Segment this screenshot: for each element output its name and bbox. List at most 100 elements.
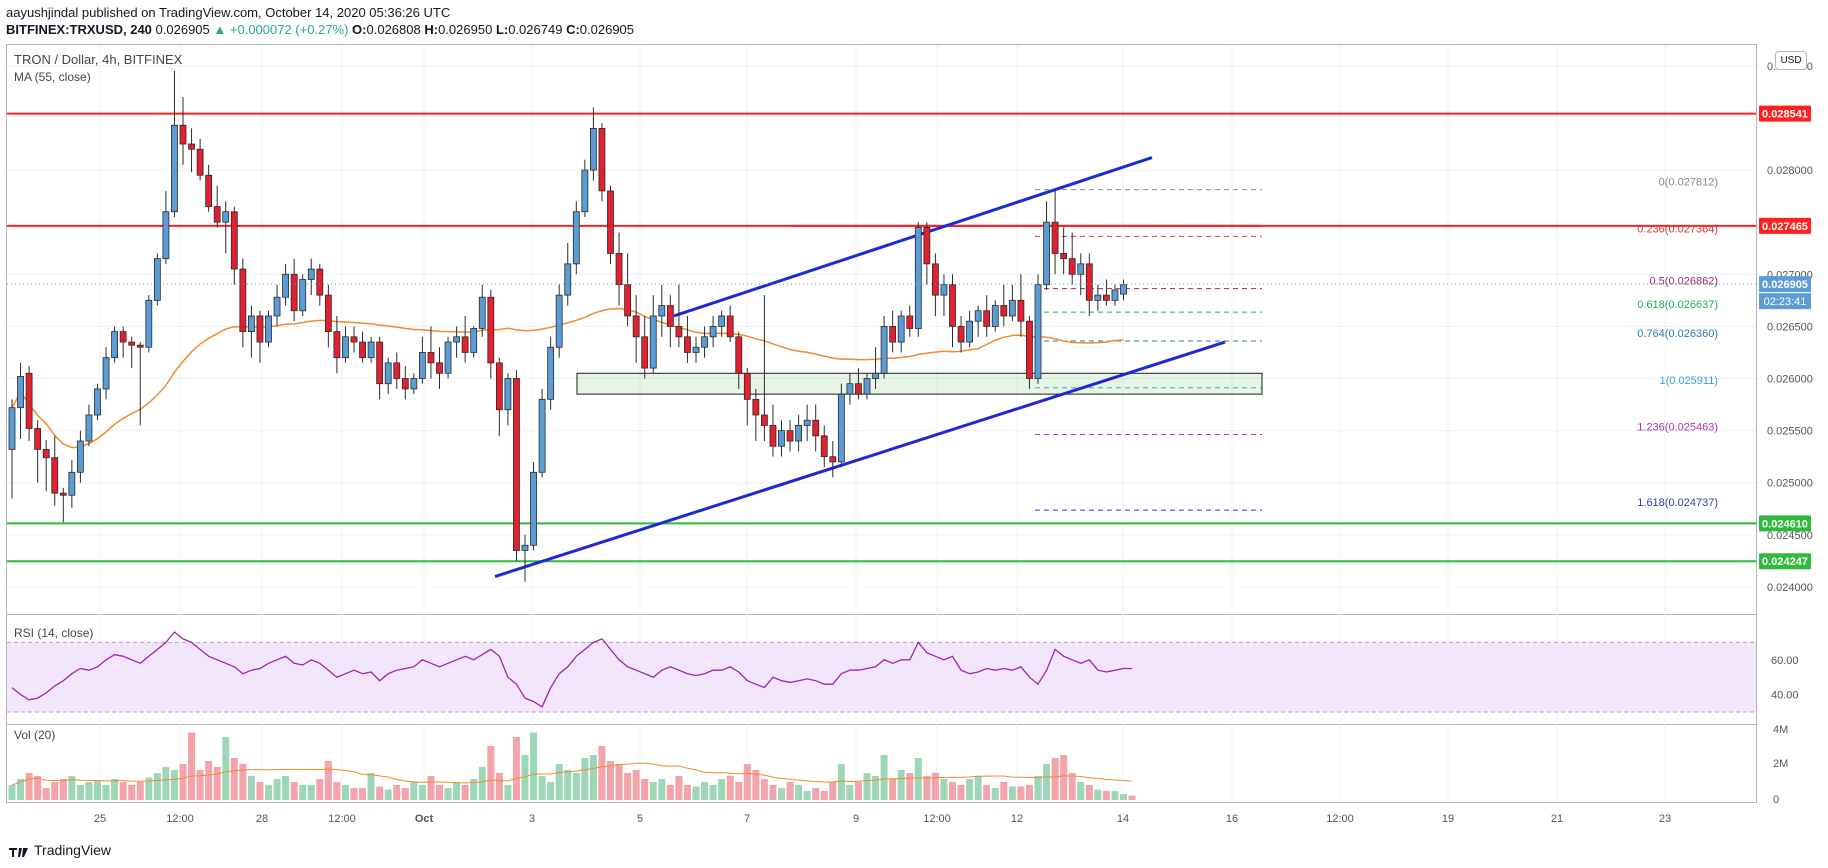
volume-bar	[136, 782, 144, 800]
volume-bar	[1017, 786, 1025, 800]
volume-bar	[863, 773, 871, 800]
volume-bar	[1034, 776, 1042, 800]
publisher-link[interactable]: aayushjindal	[6, 5, 79, 20]
candle-body	[111, 331, 118, 359]
low-value: 0.026749	[508, 22, 563, 37]
candle-body	[684, 336, 691, 353]
candle-body	[145, 299, 153, 348]
candle-body	[478, 296, 486, 329]
candle-body	[393, 362, 401, 379]
candle-body	[829, 456, 837, 463]
volume-bar	[624, 773, 632, 800]
volume-bar	[51, 782, 59, 800]
candle-body	[855, 383, 862, 395]
candle-body	[256, 315, 264, 343]
candle	[427, 326, 435, 379]
candle	[812, 404, 820, 452]
candle	[111, 326, 118, 363]
candle-body	[247, 315, 255, 333]
close-value: 0.026905	[579, 22, 635, 37]
candle-body	[812, 419, 820, 437]
volume-bar	[940, 779, 948, 800]
candle	[649, 295, 657, 374]
candle	[478, 284, 486, 337]
candle	[316, 263, 324, 306]
footer-brand[interactable]: TradingView	[8, 842, 111, 858]
last-price: 0.026905	[155, 22, 210, 37]
volume-bar	[598, 746, 606, 800]
volume-bar	[119, 782, 127, 800]
y-tick-label-4: 0.026000	[1767, 374, 1813, 386]
volume-bar	[222, 737, 230, 800]
candle-body	[162, 211, 170, 260]
candle	[590, 107, 597, 181]
volume-bar	[1077, 782, 1085, 800]
candle	[581, 159, 589, 217]
candle-body	[350, 336, 358, 343]
volume-bar	[393, 785, 401, 800]
volume-bar	[59, 779, 67, 800]
candle-body	[418, 352, 426, 379]
volume-tick-label-2: 0	[1773, 794, 1779, 806]
candle-body	[427, 352, 435, 364]
candle	[752, 388, 760, 442]
volume-bar	[401, 788, 409, 800]
ma-legend[interactable]: MA (55, close)	[14, 70, 91, 84]
x-tick-label-12: 16	[1226, 813, 1238, 825]
chart-title: TRON / Dollar, 4h, BITFINEX	[14, 52, 183, 67]
volume-separator[interactable]	[6, 724, 1757, 725]
candle-body	[316, 268, 324, 296]
volume-bar	[282, 776, 290, 800]
candle-body	[282, 273, 290, 298]
time-axis: 25 12:00 28 12:00 Oct 3 5 7 9 12:00 12 14 16 12:00 19 2…	[94, 813, 1671, 825]
candle	[1103, 279, 1110, 306]
candle	[906, 305, 914, 337]
high-value: 0.026950	[438, 22, 493, 37]
volume-bar	[718, 779, 726, 800]
volume-bar	[1102, 791, 1110, 800]
level-price-tag-2-bg	[1759, 515, 1811, 532]
volume-bar	[512, 737, 520, 800]
currency-button[interactable]: USD	[1775, 51, 1807, 70]
candle	[743, 368, 751, 426]
rsi-legend[interactable]: RSI (14, close)	[14, 626, 94, 640]
candle-body	[299, 279, 307, 312]
y-tick-label-8: 0.024000	[1767, 582, 1813, 594]
rsi-separator[interactable]	[6, 614, 1757, 615]
candle-body	[863, 378, 871, 395]
candle	[692, 336, 700, 363]
volume-bar	[1085, 785, 1093, 800]
candle-body	[632, 315, 640, 338]
candle	[829, 441, 837, 478]
volume-bar	[367, 773, 375, 800]
volume-bar	[880, 755, 888, 800]
candle-body	[1094, 294, 1102, 301]
candle	[162, 190, 170, 264]
candle	[324, 284, 332, 348]
x-tick-label-10: 12	[1011, 813, 1023, 825]
volume-bar	[837, 764, 845, 800]
volume-bar	[213, 767, 221, 800]
candle	[136, 342, 144, 426]
candle	[393, 352, 401, 389]
x-tick-label-16: 23	[1659, 813, 1671, 825]
candle-body	[513, 378, 520, 551]
candle-body	[1103, 294, 1110, 301]
volume-bar	[76, 785, 84, 800]
candle	[401, 365, 409, 400]
rsi-band	[7, 642, 1756, 712]
candle-body	[51, 457, 59, 494]
candle-body	[17, 376, 24, 409]
candle-body	[803, 419, 811, 426]
volume-tick-label-0: 4M	[1773, 724, 1788, 736]
countdown-tag-bg	[1759, 293, 1811, 310]
volume-tick-label-1: 2M	[1773, 758, 1788, 770]
volume-bar	[316, 779, 324, 800]
volume-bar	[726, 776, 734, 800]
candle	[256, 310, 264, 363]
candle-body	[307, 268, 315, 280]
candle-body	[94, 388, 101, 416]
volume-legend[interactable]: Vol (20)	[14, 728, 56, 742]
candle-body	[470, 328, 478, 353]
